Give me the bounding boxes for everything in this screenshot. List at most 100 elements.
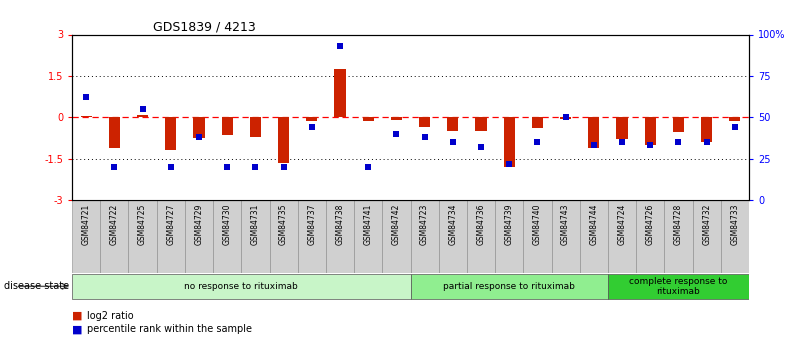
Bar: [269, 200, 298, 273]
Bar: [72, 274, 411, 299]
Bar: [504, 117, 515, 167]
Bar: [693, 200, 721, 273]
Text: GSM84733: GSM84733: [731, 204, 739, 245]
Text: GDS1839 / 4213: GDS1839 / 4213: [153, 20, 256, 33]
Bar: [580, 200, 608, 273]
Bar: [382, 200, 411, 273]
Bar: [250, 117, 261, 137]
Point: [531, 139, 544, 145]
Bar: [673, 117, 684, 132]
Bar: [326, 200, 354, 273]
Bar: [391, 117, 402, 119]
Point: [221, 164, 234, 170]
Text: GSM84739: GSM84739: [505, 204, 513, 245]
Bar: [439, 200, 467, 273]
Bar: [617, 117, 628, 139]
Text: GSM84727: GSM84727: [167, 204, 175, 245]
Bar: [165, 117, 176, 150]
Bar: [222, 117, 233, 135]
Bar: [588, 117, 599, 148]
Point: [249, 164, 262, 170]
Point: [475, 144, 488, 150]
Point: [418, 135, 431, 140]
Bar: [334, 69, 346, 117]
Point: [164, 164, 177, 170]
Bar: [193, 117, 204, 138]
Bar: [100, 200, 128, 273]
Bar: [411, 200, 439, 273]
Text: GSM84741: GSM84741: [364, 204, 372, 245]
Bar: [157, 200, 185, 273]
Text: GSM84742: GSM84742: [392, 204, 401, 245]
Text: GSM84734: GSM84734: [449, 204, 457, 245]
Bar: [298, 200, 326, 273]
Text: ■: ■: [72, 311, 83, 321]
Text: GSM84722: GSM84722: [110, 204, 119, 245]
Bar: [109, 117, 120, 148]
Point: [587, 143, 600, 148]
Text: GSM84730: GSM84730: [223, 204, 231, 245]
Text: GSM84728: GSM84728: [674, 204, 683, 245]
Point: [616, 139, 629, 145]
Text: GSM84729: GSM84729: [195, 204, 203, 245]
Text: GSM84726: GSM84726: [646, 204, 654, 245]
Bar: [278, 117, 289, 163]
Text: GSM84724: GSM84724: [618, 204, 626, 245]
Text: complete response to
rituximab: complete response to rituximab: [630, 277, 727, 296]
Bar: [664, 200, 693, 273]
Text: GSM84744: GSM84744: [590, 204, 598, 245]
Point: [277, 164, 290, 170]
Bar: [185, 200, 213, 273]
Text: GSM84725: GSM84725: [138, 204, 147, 245]
Bar: [467, 200, 495, 273]
Text: GSM84736: GSM84736: [477, 204, 485, 245]
Bar: [552, 200, 580, 273]
Point: [728, 125, 741, 130]
Point: [503, 161, 516, 166]
Text: GSM84740: GSM84740: [533, 204, 542, 245]
Text: GSM84731: GSM84731: [251, 204, 260, 245]
Bar: [608, 274, 749, 299]
Text: percentile rank within the sample: percentile rank within the sample: [87, 325, 252, 334]
Text: log2 ratio: log2 ratio: [87, 311, 133, 321]
Bar: [523, 200, 552, 273]
Text: GSM84737: GSM84737: [308, 204, 316, 245]
Bar: [363, 117, 374, 121]
Point: [333, 43, 346, 49]
Text: no response to rituximab: no response to rituximab: [184, 282, 298, 291]
Point: [136, 106, 149, 112]
Point: [559, 115, 572, 120]
Bar: [475, 117, 487, 131]
Bar: [608, 200, 636, 273]
Bar: [81, 116, 92, 117]
Bar: [701, 117, 712, 142]
Point: [362, 164, 375, 170]
Text: ■: ■: [72, 325, 83, 334]
Bar: [447, 117, 458, 131]
Bar: [137, 115, 148, 117]
Point: [108, 164, 121, 170]
Bar: [419, 117, 430, 127]
Point: [672, 139, 685, 145]
Text: GSM84721: GSM84721: [82, 204, 91, 245]
Point: [700, 139, 713, 145]
Text: GSM84735: GSM84735: [279, 204, 288, 245]
Point: [446, 139, 459, 145]
Point: [192, 135, 205, 140]
Text: disease state: disease state: [4, 282, 69, 291]
Text: partial response to rituximab: partial response to rituximab: [443, 282, 575, 291]
Bar: [532, 117, 543, 128]
Point: [305, 125, 318, 130]
Bar: [72, 200, 100, 273]
Bar: [645, 117, 656, 145]
Point: [644, 143, 657, 148]
Bar: [128, 200, 157, 273]
Point: [390, 131, 403, 137]
Bar: [411, 274, 608, 299]
Text: GSM84723: GSM84723: [420, 204, 429, 245]
Bar: [495, 200, 523, 273]
Text: GSM84738: GSM84738: [336, 204, 344, 245]
Bar: [721, 200, 749, 273]
Bar: [306, 117, 317, 121]
Point: [80, 95, 93, 100]
